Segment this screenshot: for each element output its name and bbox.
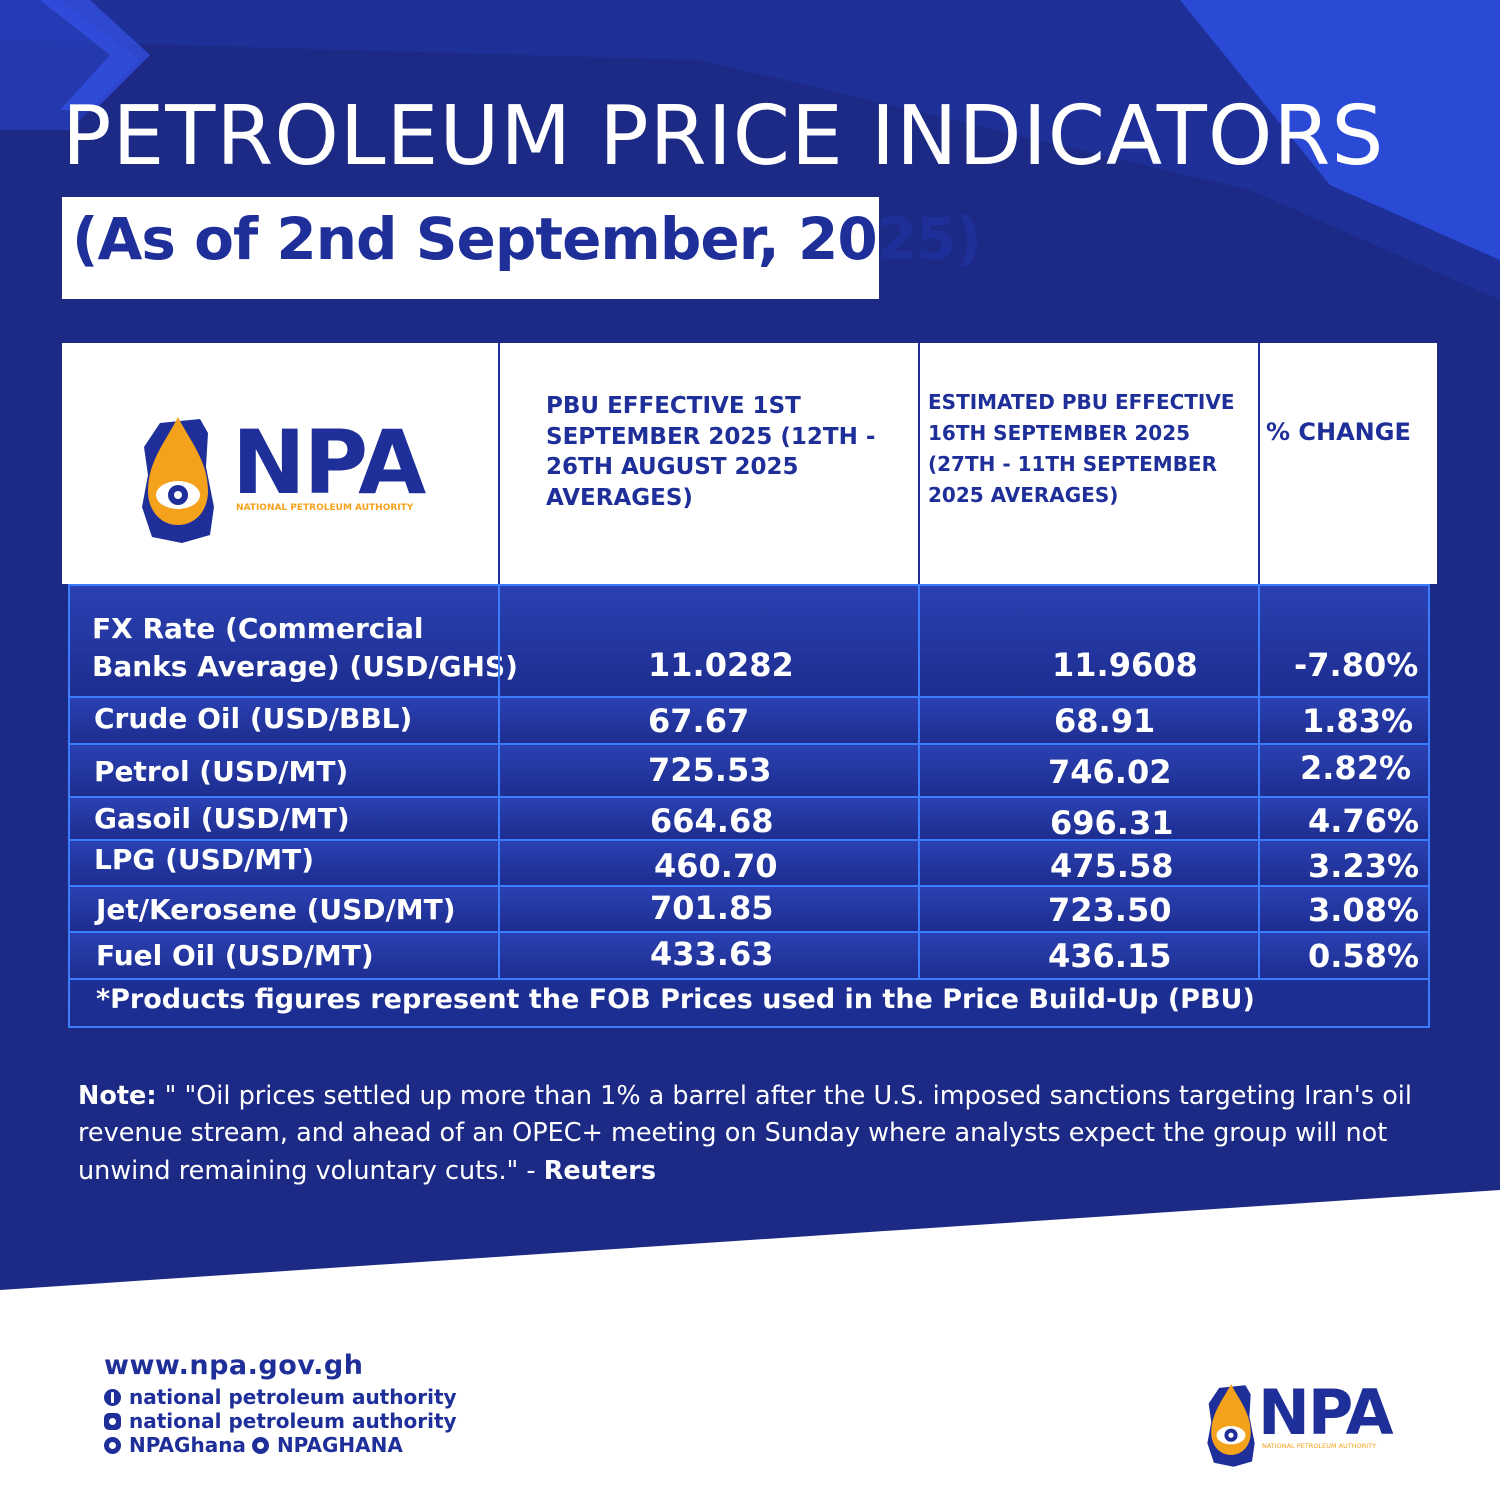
column-header-line: 26TH AUGUST 2025 [546,454,799,481]
change-value: 3.23% [1308,847,1420,885]
instagram-icon [104,1412,121,1430]
footer-logo: NPA NATIONAL PETROLEUM AUTHORITY [1196,1376,1406,1476]
column-divider [498,586,500,978]
page-title: PETROLEUM PRICE INDICATORS [62,89,1385,184]
current-value: 664.68 [650,802,774,840]
table-row-fuel-oil: Fuel Oil (USD/MT) 433.63 436.15 0.58% [70,933,1428,980]
change-value: 1.83% [1302,702,1414,740]
column-header-estimated: ESTIMATED PBU EFFECTIVE 16TH SEPTEMBER 2… [920,343,1258,584]
website-link[interactable]: www.npa.gov.gh [104,1350,364,1381]
page-subtitle: (As of 2nd September, 2025) [72,205,982,273]
row-label-line: FX Rate (Commercial [92,612,424,645]
estimated-value: 11.9608 [1052,646,1198,684]
facebook-handle: national petroleum authority [129,1385,457,1409]
note-label: Note: [78,1081,157,1111]
twitter-handle[interactable]: NPAGhana [129,1433,246,1457]
row-label: Crude Oil (USD/BBL) [94,702,413,735]
column-header-line: SEPTEMBER 2025 (12TH - [546,423,876,450]
current-value: 433.63 [650,935,774,973]
note-paragraph: Note: " "Oil prices settled up more than… [78,1078,1418,1190]
current-value: 11.0282 [648,646,794,684]
column-header-line: 2025 AVERAGES) [928,483,1119,507]
table-row-gasoil: Gasoil (USD/MT) 664.68 696.31 4.76% [70,798,1428,842]
twitter-icon [104,1436,121,1454]
table-row-fx-rate: FX Rate (Commercial Banks Average) (USD/… [70,586,1428,698]
row-label: Fuel Oil (USD/MT) [96,939,374,972]
tiktok-icon [251,1436,269,1454]
column-header-line: PBU EFFECTIVE 1ST [546,393,801,419]
estimated-value: 436.15 [1048,937,1172,975]
note-source: Reuters [543,1155,657,1186]
facebook-link[interactable]: national petroleum authority [104,1385,457,1409]
current-value: 67.67 [648,702,750,740]
table-row-lpg: LPG (USD/MT) 460.70 475.58 3.23% [70,841,1428,887]
row-label: Petrol (USD/MT) [94,755,349,788]
column-divider [1258,586,1260,978]
logo-text: NPA [232,411,426,514]
estimated-value: 475.58 [1050,847,1174,885]
footer-logo-caption: NATIONAL PETROLEUM AUTHORITY [1262,1442,1377,1450]
estimated-value: 746.02 [1048,753,1172,791]
change-value: 0.58% [1308,937,1420,975]
logo-cell: NPA NATIONAL PETROLEUM AUTHORITY [62,343,498,584]
column-header-line: ESTIMATED PBU EFFECTIVE [928,390,1235,414]
table-row-jet-kerosene: Jet/Kerosene (USD/MT) 701.85 723.50 3.08… [70,887,1428,933]
table-header: NPA NATIONAL PETROLEUM AUTHORITY PBU EFF… [62,343,1437,584]
row-label: Jet/Kerosene (USD/MT) [96,893,456,926]
footer-contacts: www.npa.gov.gh national petroleum author… [104,1350,457,1457]
price-table: FX Rate (Commercial Banks Average) (USD/… [68,584,1430,1028]
column-header-line: % CHANGE [1266,418,1411,446]
header-divider [918,343,920,584]
subtitle-box: (As of 2nd September, 2025) [62,197,982,299]
table-row-crude-oil: Crude Oil (USD/BBL) 67.67 68.91 1.83% [70,698,1428,745]
column-header-line: 16TH SEPTEMBER 2025 [928,421,1191,445]
current-value: 460.70 [654,847,778,885]
instagram-handle: national petroleum authority [129,1409,457,1433]
row-label: LPG (USD/MT) [94,843,315,876]
row-label: FX Rate (Commercial Banks Average) (USD/… [92,610,518,686]
instagram-link[interactable]: national petroleum authority [104,1409,457,1433]
column-header-line: AVERAGES) [546,484,693,511]
estimated-value: 723.50 [1048,891,1172,929]
note-text: " "Oil prices settled up more than 1% a … [78,1081,1412,1186]
logo-caption: NATIONAL PETROLEUM AUTHORITY [236,503,414,513]
table-row-petrol: Petrol (USD/MT) 725.53 746.02 2.82% [70,745,1428,798]
table-footnote: *Products figures represent the FOB Pric… [96,984,1255,1015]
row-label-line: Banks Average) (USD/GHS) [92,650,518,683]
change-value: 3.08% [1308,891,1420,929]
npa-logo [142,417,214,543]
column-header-line: (27TH - 11TH SEPTEMBER [928,452,1217,476]
social-handles-row: NPAGhana NPAGHANA [104,1433,457,1457]
change-value: 2.82% [1300,749,1412,787]
header-divider [1258,343,1260,584]
change-value: 4.76% [1308,802,1420,840]
estimated-value: 68.91 [1054,702,1156,740]
column-header-change: % CHANGE [1260,343,1437,584]
tiktok-handle[interactable]: NPAGHANA [276,1433,403,1457]
current-value: 725.53 [648,751,772,789]
column-header-current: PBU EFFECTIVE 1ST SEPTEMBER 2025 (12TH -… [500,343,918,584]
header-divider [498,343,500,584]
row-label: Gasoil (USD/MT) [94,802,350,835]
facebook-icon [104,1388,121,1406]
column-divider [918,586,920,978]
change-value: -7.80% [1294,646,1419,684]
estimated-value: 696.31 [1050,804,1174,842]
current-value: 701.85 [650,889,774,927]
footer-logo-text: NPA [1258,1376,1394,1449]
npa-drop-eye-icon [1207,1383,1255,1467]
